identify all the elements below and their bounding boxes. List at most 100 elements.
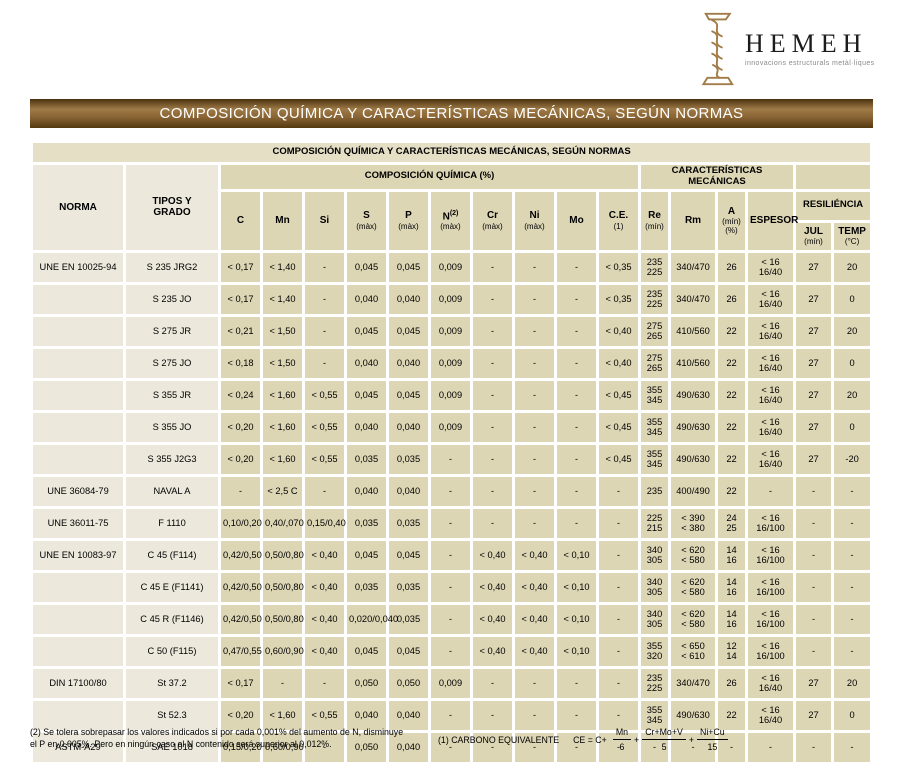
mo-cell: -: [557, 444, 596, 474]
cr-cell: -: [473, 412, 512, 442]
si-cell: < 0,40: [305, 636, 344, 666]
norma-cell: DIN 17100/80: [33, 668, 123, 698]
table-row: UNE 36011-75 F 1110 0,10/0,20 0,40/,070 0,15…: [33, 508, 871, 538]
header-cr: Cr (màx): [473, 191, 512, 250]
s-cell: 0,035: [347, 444, 386, 474]
header-norma: NORMA: [33, 165, 123, 250]
ni-cell: -: [515, 444, 554, 474]
s-cell: 0,040: [347, 476, 386, 506]
espesor-cell: < 16 16/40: [748, 444, 793, 474]
mo-cell: -: [557, 252, 596, 282]
espesor-cell: < 16 16/100: [748, 540, 793, 570]
re-cell: 235 225: [641, 668, 668, 698]
c-cell: < 0,17: [221, 284, 260, 314]
mn-cell: < 1,60: [263, 412, 302, 442]
n-cell: -: [431, 540, 470, 570]
table-row: St 52.3 < 0,20 < 1,60 < 0,55 0,040 0,040- - - - -…: [33, 700, 871, 730]
jul-cell: 27: [796, 316, 831, 346]
jul-cell: -: [796, 572, 831, 602]
n-cell: -: [431, 572, 470, 602]
table-row: S 355 J2G3 < 0,20 < 1,60 < 0,55 0,035 0,035- -…: [33, 444, 871, 474]
tipo-grado-cell: S 275 JO: [126, 348, 218, 378]
a-cell: 22: [718, 700, 745, 730]
footnote-2: (2) Se tolera sobrepasar los valores ind…: [30, 727, 404, 750]
re-cell: 355 345: [641, 380, 668, 410]
header-a: A (mín) (%): [718, 191, 745, 250]
norma-cell: [33, 700, 123, 730]
twisted-column-icon: [701, 12, 734, 86]
temp-cell: 0: [834, 348, 871, 378]
ni-cell: -: [515, 508, 554, 538]
ni-cell: -: [515, 252, 554, 282]
re-cell: 275 265: [641, 348, 668, 378]
re-cell: 225 215: [641, 508, 668, 538]
re-cell: 355 320: [641, 636, 668, 666]
espesor-cell: < 16 16/40: [748, 348, 793, 378]
table-row: C 45 E (F1141) 0,42/0,50 0,50/0,80 < 0,40 0,…: [33, 572, 871, 602]
header-ce: C.E. (1): [599, 191, 638, 250]
fraction-numerator: Mn: [612, 726, 632, 741]
a-cell: 14 16: [718, 572, 745, 602]
mo-cell: -: [557, 732, 596, 762]
header-p: P (màx): [389, 191, 428, 250]
ni-cell: < 0,40: [515, 540, 554, 570]
re-cell: 355 345: [641, 444, 668, 474]
rm-cell: 340/470: [671, 668, 715, 698]
mo-cell: -: [557, 412, 596, 442]
mn-cell: < 1,50: [263, 316, 302, 346]
re-cell: 355 345: [641, 412, 668, 442]
a-cell: 22: [718, 476, 745, 506]
header-s: S (màx): [347, 191, 386, 250]
c-cell: 0,15/0,20: [221, 732, 262, 762]
temp-cell: -: [834, 636, 871, 666]
formula-fraction-3: Ni+Cu 15: [696, 726, 728, 754]
mn-cell: 0,50/0,80: [263, 572, 304, 602]
jul-cell: 27: [796, 412, 831, 442]
rm-cell: < 620 < 580: [671, 604, 715, 634]
re-cell: 275 265: [641, 316, 668, 346]
table-row: UNE 36084-79 NAVAL A - < 2,5 C -0,040 0,040- -…: [33, 476, 871, 506]
s-cell: 0,050: [347, 732, 386, 762]
header-mn: Mn: [263, 191, 302, 250]
table-row: S 275 JO < 0,18 < 1,50-0,040 0,040 0,009- - - <…: [33, 348, 871, 378]
header-group-caracteristicas-mecanicas: CARACTERÍSTICAS MECÁNICAS: [641, 165, 793, 189]
mn-cell: 0,60/0,90: [263, 636, 304, 666]
rm-cell: 490/630: [671, 444, 715, 474]
c-cell: 0,10/0,20: [221, 508, 262, 538]
mn-cell: 0,50/0,80: [263, 604, 304, 634]
a-cell: -: [718, 732, 745, 762]
table-row: C 50 (F115) 0,47/0,55 0,60/0,90 < 0,40 0,045…: [33, 636, 871, 666]
cr-cell: -: [473, 316, 512, 346]
rm-cell: 490/630: [671, 380, 715, 410]
n-cell: 0,009: [431, 316, 470, 346]
c-cell: 0,42/0,50: [221, 540, 262, 570]
tipo-grado-cell: C 45 (F114): [126, 540, 218, 570]
ce-cell: < 0,40: [599, 348, 638, 378]
tipo-grado-cell: S 355 J2G3: [126, 444, 218, 474]
mn-cell: < 1,60: [263, 444, 302, 474]
fraction-denominator: 6: [619, 742, 625, 753]
espesor-cell: < 16 16/40: [748, 252, 793, 282]
mn-cell: 0,60/0,90: [263, 732, 304, 762]
rm-cell: 410/560: [671, 316, 715, 346]
rm-cell: < 650 < 610: [671, 636, 715, 666]
table-row: UNE EN 10025-94 S 235 JRG2 < 0,17 < 1,40-0,…: [33, 252, 871, 282]
espesor-cell: < 16 16/40: [748, 700, 793, 730]
s-cell: 0,045: [347, 540, 386, 570]
n-cell: 0,009: [431, 348, 470, 378]
rm-cell: 400/490: [671, 476, 715, 506]
footnote-1: (1) CARBONO EQUIVALENTE CE = C+ Mn 6 + C…: [438, 726, 731, 754]
ce-cell: < 0,45: [599, 412, 638, 442]
header-mo: Mo: [557, 191, 596, 250]
mo-cell: < 0,10: [557, 604, 596, 634]
ce-cell: -: [599, 572, 638, 602]
header-group-composicion-quimica: COMPOSICIÓN QUÍMICA (%): [221, 165, 638, 189]
cr-cell: < 0,40: [473, 604, 512, 634]
si-cell: -: [305, 732, 344, 762]
spec-table-wrap: COMPOSICIÓN QUÍMICA Y CARACTERÍSTICAS ME…: [30, 140, 873, 765]
footnotes: (2) Se tolera sobrepasar los valores ind…: [30, 726, 875, 754]
table-row: C 45 R (F1146) 0,42/0,50 0,50/0,80 < 0,40 0,…: [33, 604, 871, 634]
ni-cell: -: [515, 668, 554, 698]
fraction-denominator: 15: [707, 742, 718, 753]
jul-cell: 27: [796, 700, 831, 730]
